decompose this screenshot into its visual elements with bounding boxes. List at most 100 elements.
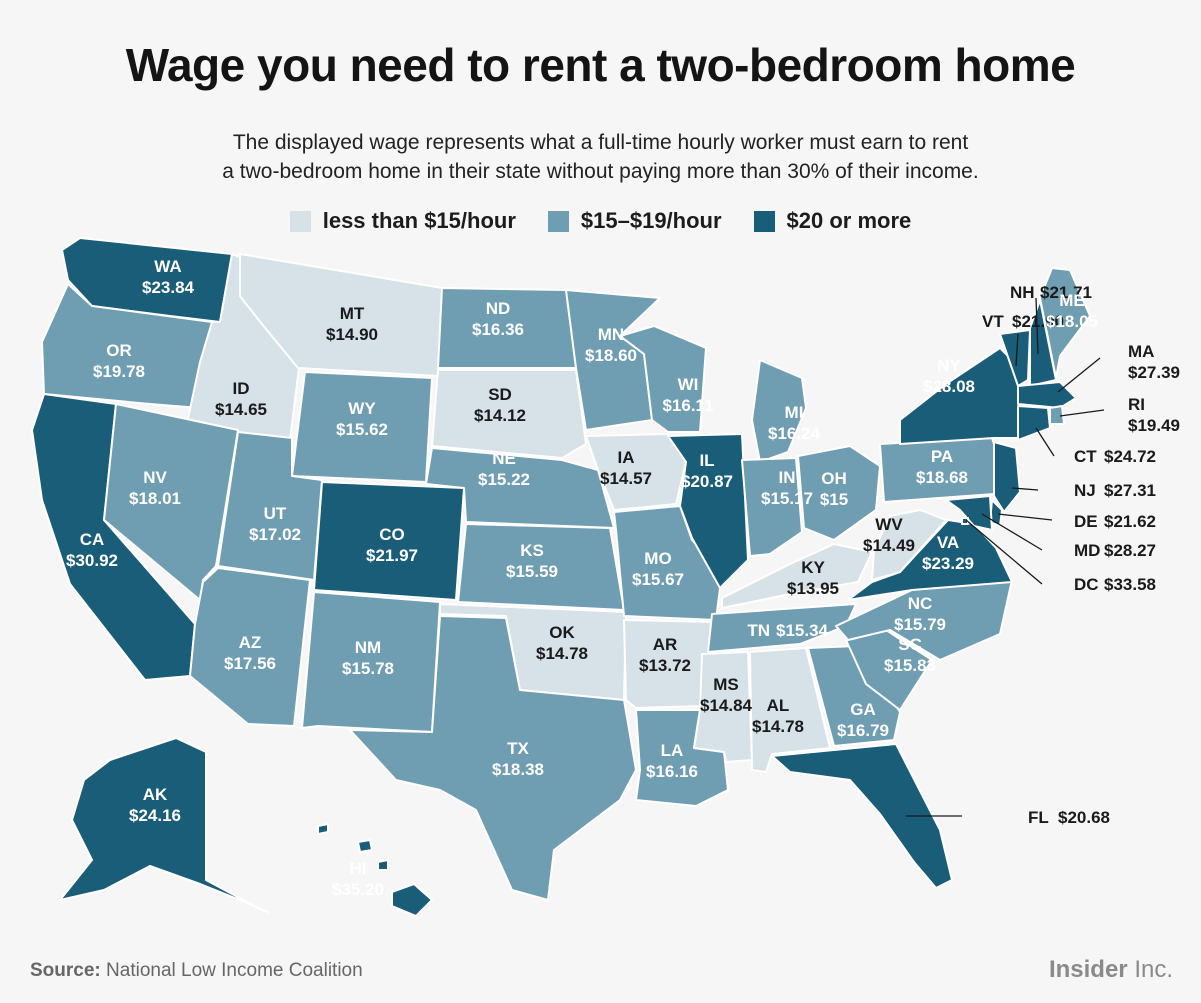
state-wage-va: $23.29 (922, 554, 974, 573)
state-label-ok: OK (549, 623, 575, 642)
state-label-nc: NC (908, 594, 933, 613)
leader-lines (906, 297, 1105, 817)
source-text: National Low Income Coalition (106, 960, 363, 981)
state-wage-md: $28.27 (1104, 541, 1156, 560)
legend-item-high: $20 or more (753, 208, 911, 234)
leader-line-nh (1035, 297, 1039, 355)
state-label-la: LA (661, 741, 684, 760)
state-shapes (31, 237, 1091, 917)
state-ma (1017, 381, 1077, 409)
insider-logo: Insider Inc. (1049, 956, 1173, 984)
state-wage-wv: $14.49 (863, 536, 915, 555)
state-label-ga: GA (850, 700, 876, 719)
state-wage-la: $16.16 (646, 762, 698, 781)
state-wv (871, 509, 947, 581)
state-label-hi: HI (350, 859, 367, 878)
state-wage-sd: $14.12 (474, 406, 526, 425)
state-wage-ut: $17.02 (249, 525, 301, 544)
state-label-ma: MA (1128, 342, 1154, 361)
legend-swatch-low (289, 210, 311, 232)
state-label-tn: TN (747, 621, 770, 640)
state-me (1039, 267, 1091, 379)
state-ny (899, 347, 1027, 445)
state-il (667, 433, 749, 589)
state-wage-ne: $15.22 (478, 470, 530, 489)
state-labels: WA $23.84 OR $19.78 CA $30.92 ID $14.65 NV $18.01… (66, 257, 1180, 899)
state-ut (217, 431, 323, 581)
state-label-in: IN (779, 468, 796, 487)
state-wage-ar: $13.72 (639, 656, 691, 675)
state-wage-mi: $16.24 (768, 424, 821, 443)
state-label-ky: KY (801, 558, 825, 577)
state-wage-nj: $27.31 (1104, 481, 1156, 500)
state-wage-ky: $13.95 (787, 579, 839, 598)
state-ky (721, 543, 873, 609)
state-tn (707, 603, 857, 653)
state-wage-id: $14.65 (215, 400, 267, 419)
state-wage-me: $18.05 (1046, 312, 1098, 331)
state-label-ne: NE (492, 449, 516, 468)
state-wage-nd: $16.36 (472, 320, 524, 339)
state-label-sc: SC (898, 635, 922, 654)
state-al (749, 647, 831, 773)
legend: less than $15/hour $15–$19/hour $20 or m… (0, 208, 1201, 234)
state-wage-de: $21.62 (1104, 512, 1156, 531)
legend-item-mid: $15–$19/hour (547, 208, 722, 234)
state-label-tx: TX (507, 739, 529, 758)
leader-line-ma (1057, 357, 1101, 393)
state-nv (103, 403, 239, 601)
state-wage-co: $21.97 (366, 546, 418, 565)
state-label-sd: SD (488, 385, 512, 404)
state-wage-ma: $27.39 (1128, 363, 1180, 382)
state-label-or: OR (106, 341, 132, 360)
state-hi (317, 823, 433, 917)
legend-swatch-mid (547, 210, 569, 232)
state-label-ar: AR (653, 635, 678, 654)
state-wage-wi: $16.11 (662, 396, 713, 415)
state-fl (771, 743, 953, 889)
state-label-ut: UT (264, 504, 287, 523)
leader-line-dc (965, 519, 1043, 585)
state-label-nj: NJ (1074, 481, 1096, 500)
state-label-ia: IA (618, 448, 635, 467)
state-label-ct: CT (1074, 447, 1097, 466)
state-label-ak: AK (143, 785, 168, 804)
state-oh (797, 445, 881, 541)
state-label-wa: WA (154, 257, 181, 276)
state-label-ks: KS (520, 541, 544, 560)
state-wage-ga: $16.79 (837, 721, 889, 740)
state-label-wi: WI (678, 375, 699, 394)
state-ri (1049, 405, 1065, 425)
leader-line-vt (1015, 333, 1019, 367)
subtitle-line-1: The displayed wage represents what a ful… (232, 131, 969, 154)
state-label-mi: MI (785, 403, 804, 422)
state-az (189, 567, 311, 727)
state-label-wv: WV (875, 515, 903, 534)
source-note: Source: National Low Income Coalition (30, 960, 363, 982)
state-wage-ms: $14.84 (700, 696, 753, 715)
state-ak (59, 737, 269, 913)
state-label-co: CO (379, 525, 405, 544)
source-label: Source: (30, 960, 101, 981)
state-wage-in: $15.17 (761, 489, 813, 508)
state-label-id: ID (233, 379, 250, 398)
legend-label-mid: $15–$19/hour (580, 208, 722, 233)
state-wage-mt: $14.90 (326, 325, 378, 344)
state-label-vt: VT (982, 312, 1004, 331)
state-ia (585, 433, 687, 511)
state-wage-or: $19.78 (93, 362, 145, 381)
state-label-oh: OH (821, 469, 847, 488)
brand-suffix: Inc. (1134, 956, 1173, 983)
state-wage-wa: $23.84 (142, 278, 195, 297)
state-wage-pa: $18.68 (916, 468, 968, 487)
state-in (741, 457, 803, 557)
leader-line-ri (1059, 409, 1105, 417)
state-label-de: DE (1074, 512, 1098, 531)
state-label-az: AZ (239, 633, 262, 652)
leader-line-ct (1035, 427, 1055, 457)
state-label-ri: RI (1128, 395, 1145, 414)
state-ms (693, 651, 753, 763)
state-wage-fl: $20.68 (1058, 808, 1110, 827)
state-wage-hi: $35.20 (332, 880, 384, 899)
state-label-dc: DC (1074, 575, 1099, 594)
